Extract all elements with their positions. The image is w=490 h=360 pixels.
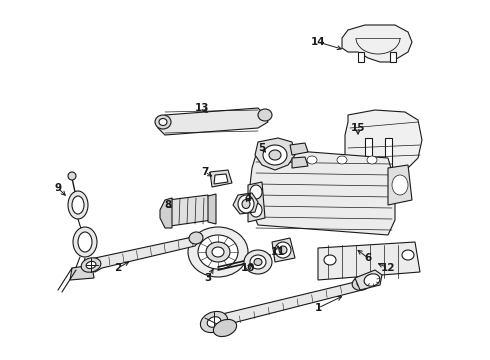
Text: 1: 1 [315,303,321,313]
Polygon shape [388,165,412,205]
Text: 6: 6 [365,253,371,263]
Polygon shape [345,110,422,178]
Polygon shape [272,238,295,262]
Polygon shape [255,138,295,170]
Ellipse shape [307,156,317,164]
Text: 5: 5 [258,143,266,153]
Polygon shape [365,138,372,168]
Ellipse shape [72,196,84,214]
Ellipse shape [159,118,167,126]
Ellipse shape [269,150,281,160]
Polygon shape [214,174,228,184]
Ellipse shape [238,195,254,213]
Polygon shape [292,157,308,168]
Ellipse shape [189,232,203,244]
Ellipse shape [250,255,266,269]
Polygon shape [210,170,232,187]
Polygon shape [168,195,212,226]
Text: 13: 13 [195,103,209,113]
Polygon shape [160,198,172,228]
Ellipse shape [258,109,272,121]
Polygon shape [342,25,412,62]
Ellipse shape [78,232,92,252]
Ellipse shape [212,247,224,257]
Text: 4: 4 [245,193,252,203]
Text: 10: 10 [241,263,255,273]
Ellipse shape [277,156,287,164]
Polygon shape [318,242,420,280]
Polygon shape [358,52,364,62]
Text: 7: 7 [201,167,209,177]
Ellipse shape [214,319,237,337]
Ellipse shape [86,261,96,269]
Polygon shape [210,278,368,330]
Text: 14: 14 [311,37,325,47]
Ellipse shape [250,185,262,199]
Ellipse shape [367,156,377,164]
Ellipse shape [188,227,248,277]
Ellipse shape [254,258,262,266]
Text: 9: 9 [54,183,62,193]
Text: 15: 15 [351,123,365,133]
Text: 3: 3 [204,273,212,283]
Polygon shape [290,143,308,155]
Ellipse shape [357,279,367,287]
Polygon shape [158,108,268,135]
Ellipse shape [200,311,227,333]
Polygon shape [385,138,392,168]
Text: 2: 2 [114,263,122,273]
Polygon shape [208,194,216,224]
Text: 8: 8 [164,200,171,210]
Ellipse shape [275,242,291,258]
Text: 12: 12 [381,263,395,273]
Ellipse shape [279,246,287,254]
Ellipse shape [198,235,238,269]
Polygon shape [248,182,265,222]
Ellipse shape [337,156,347,164]
Ellipse shape [207,317,221,327]
Ellipse shape [364,274,380,286]
Polygon shape [233,193,258,214]
Polygon shape [390,52,396,62]
Ellipse shape [263,145,287,165]
Ellipse shape [155,115,171,129]
Ellipse shape [392,175,408,195]
Ellipse shape [244,250,272,274]
Ellipse shape [81,258,101,272]
Ellipse shape [68,172,76,180]
Ellipse shape [242,199,250,208]
Ellipse shape [402,250,414,260]
Ellipse shape [68,191,88,219]
Ellipse shape [73,227,97,257]
Polygon shape [70,265,94,280]
Text: 11: 11 [271,247,285,257]
Ellipse shape [206,242,230,262]
Ellipse shape [324,255,336,265]
Polygon shape [355,270,382,290]
Polygon shape [248,148,395,235]
Ellipse shape [352,276,372,290]
Ellipse shape [250,203,262,217]
Polygon shape [88,235,200,272]
